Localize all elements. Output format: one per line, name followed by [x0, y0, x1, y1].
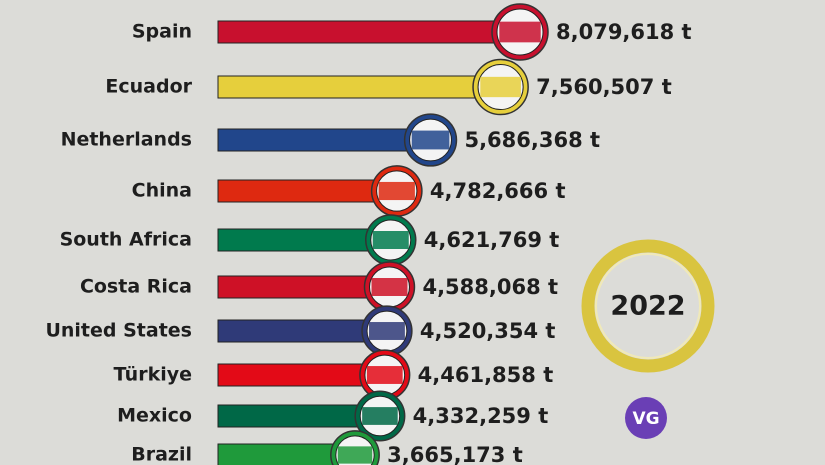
flag-stripe — [411, 130, 450, 150]
category-label: Costa Rica — [80, 276, 192, 298]
value-label: 4,588,068 t — [422, 275, 558, 299]
value-label: 4,621,769 t — [424, 228, 560, 252]
category-label: Ecuador — [105, 76, 192, 98]
value-label: 8,079,618 t — [556, 20, 692, 44]
category-label: Spain — [132, 21, 192, 43]
category-label: United States — [45, 320, 192, 342]
bar — [217, 128, 432, 152]
category-label: Türkiye — [114, 364, 192, 386]
year-ring — [581, 239, 715, 373]
flag-stripe — [371, 278, 408, 296]
category-label: Brazil — [131, 444, 192, 465]
bar — [217, 228, 392, 252]
value-label: 4,782,666 t — [430, 179, 566, 203]
value-label: 5,686,368 t — [464, 128, 600, 152]
year-ring-inner — [595, 253, 701, 359]
flag-stripe — [362, 407, 398, 425]
flag-stripe — [337, 446, 373, 464]
year: 2022 — [610, 291, 685, 322]
value-label: 4,520,354 t — [420, 319, 556, 343]
logo-circle — [625, 397, 667, 439]
value-label: 4,461,858 t — [418, 363, 554, 387]
flag-stripe — [369, 322, 405, 340]
bar — [217, 75, 502, 99]
value-label: 3,665,173 t — [387, 443, 523, 465]
bar — [217, 179, 398, 203]
category-label: Netherlands — [61, 129, 192, 151]
flag-stripe — [480, 76, 521, 98]
category-label: South Africa — [60, 229, 192, 251]
flag-stripe — [378, 181, 415, 201]
category-label: Mexico — [117, 405, 192, 427]
value-label: 4,332,259 t — [413, 404, 549, 428]
flag-stripe — [366, 366, 403, 384]
flag-stripe — [372, 230, 409, 250]
value-label: 7,560,507 t — [536, 75, 672, 99]
category-label: China — [132, 180, 192, 202]
logo: VG — [632, 409, 659, 429]
flag-stripe — [499, 21, 541, 43]
bar — [217, 20, 521, 44]
